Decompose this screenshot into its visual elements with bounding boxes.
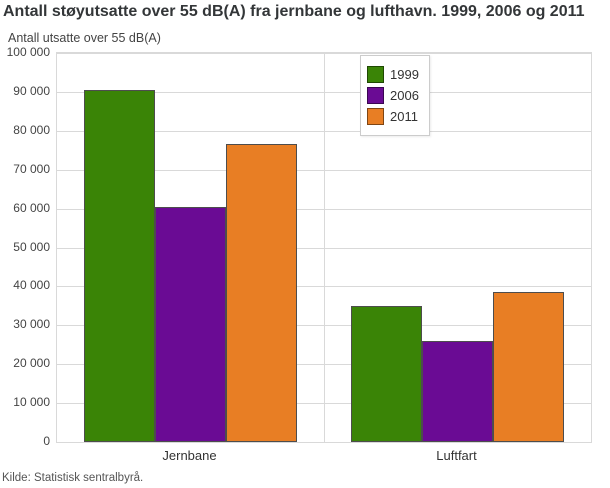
bar-jernbane-1999: [84, 89, 155, 442]
legend: 1999 2006 2011: [360, 55, 430, 136]
y-tick-label: 80 000: [13, 122, 50, 137]
y-tick-label: 0: [43, 434, 50, 448]
y-tick-label: 70 000: [13, 161, 50, 176]
legend-label: 1999: [390, 67, 419, 82]
legend-item-2011: 2011: [367, 108, 419, 125]
legend-label: 2011: [390, 109, 418, 124]
source-note: Kilde: Statistisk sentralbyrå.: [2, 472, 144, 484]
legend-swatch-2011: [367, 108, 384, 125]
legend-swatch-1999: [367, 66, 384, 83]
y-tick-label: 40 000: [13, 278, 50, 293]
y-tick-label: 60 000: [13, 200, 50, 215]
bar-jernbane-2006: [155, 206, 226, 442]
y-tick-label: 20 000: [13, 356, 50, 371]
bar-luftfart-1999: [351, 305, 422, 442]
y-tick-label: 30 000: [13, 317, 50, 332]
y-axis-title: Antall utsatte over 55 dB(A): [8, 31, 161, 45]
legend-item-2006: 2006: [367, 87, 419, 104]
legend-swatch-2006: [367, 87, 384, 104]
bar-luftfart-2006: [422, 340, 493, 442]
chart-title: Antall støyutsatte over 55 dB(A) fra jer…: [3, 3, 585, 20]
bar-luftfart-2011: [493, 292, 564, 442]
y-tick-label: 10 000: [13, 395, 50, 410]
y-tick-label: 50 000: [13, 239, 50, 254]
legend-item-1999: 1999: [367, 66, 419, 83]
bar-jernbane-2011: [226, 144, 297, 442]
y-tick-label: 100 000: [6, 45, 50, 59]
category-separator: [324, 53, 325, 442]
legend-label: 2006: [390, 88, 419, 103]
y-tick-label: 90 000: [13, 83, 50, 98]
x-category-label: Jernbane: [162, 448, 217, 463]
x-category-label: Luftfart: [436, 448, 477, 463]
plot-area: [56, 52, 592, 443]
